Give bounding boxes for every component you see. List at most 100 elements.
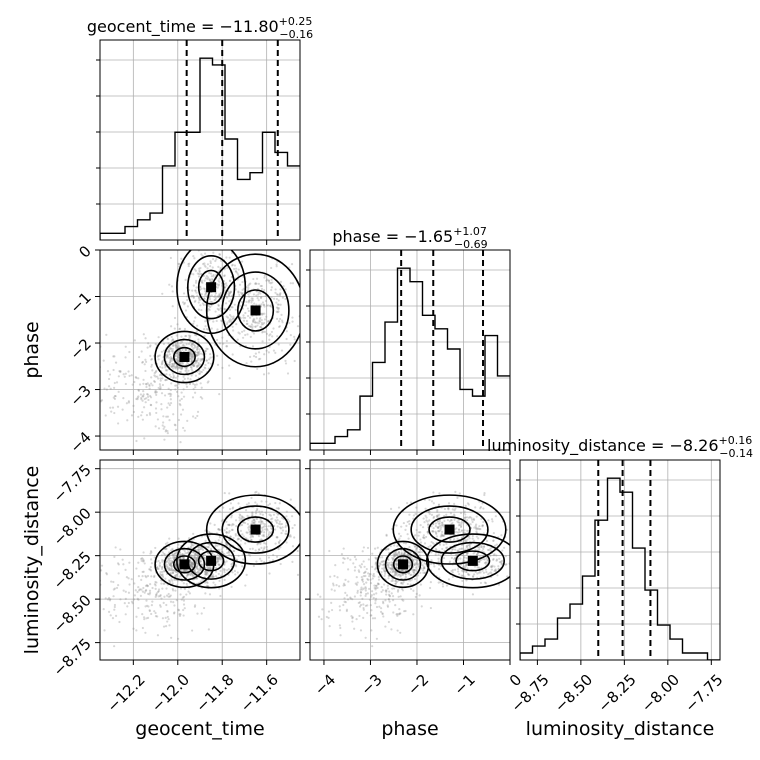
sample-point bbox=[493, 565, 496, 568]
sample-point bbox=[175, 551, 178, 554]
sample-point bbox=[161, 383, 165, 387]
sample-point bbox=[209, 522, 212, 525]
sample-point bbox=[192, 556, 195, 560]
sample-point bbox=[172, 365, 175, 368]
sample-point bbox=[399, 631, 402, 634]
sample-point bbox=[209, 245, 211, 247]
sample-point bbox=[110, 410, 113, 413]
sample-point bbox=[192, 363, 195, 366]
sample-point bbox=[276, 306, 279, 309]
sample-point bbox=[142, 382, 145, 385]
sample-point bbox=[168, 563, 171, 566]
sample-point bbox=[179, 370, 183, 374]
sample-point bbox=[450, 569, 453, 573]
sample-point bbox=[437, 557, 440, 560]
sample-point bbox=[175, 573, 179, 576]
sample-point bbox=[181, 596, 185, 599]
sample-point bbox=[396, 614, 399, 617]
sample-point bbox=[190, 368, 193, 371]
sample-point bbox=[342, 557, 345, 560]
sample-point bbox=[259, 316, 262, 320]
sample-point bbox=[442, 556, 446, 560]
sample-point bbox=[242, 314, 245, 317]
sample-point bbox=[475, 526, 478, 529]
sample-point bbox=[271, 559, 275, 562]
sample-point bbox=[195, 361, 198, 364]
sample-point bbox=[185, 574, 189, 577]
sample-point bbox=[206, 267, 209, 270]
sample-point bbox=[216, 328, 219, 331]
sample-point bbox=[190, 295, 193, 298]
sample-point bbox=[178, 370, 181, 374]
sample-point bbox=[176, 352, 179, 355]
sample-point bbox=[353, 627, 356, 630]
sample-point bbox=[423, 566, 426, 570]
sample-point bbox=[172, 344, 175, 347]
panel-frame bbox=[99, 39, 301, 241]
sample-point bbox=[277, 303, 280, 306]
sample-point bbox=[249, 316, 252, 319]
sample-point bbox=[463, 565, 466, 568]
sample-point bbox=[225, 295, 228, 298]
sample-point bbox=[284, 362, 288, 365]
sample-point bbox=[170, 335, 173, 339]
sample-point bbox=[223, 268, 226, 271]
sample-point bbox=[179, 342, 182, 345]
sample-point bbox=[150, 562, 154, 565]
sample-point bbox=[195, 567, 198, 570]
sample-point bbox=[197, 548, 200, 551]
sample-point bbox=[165, 378, 169, 381]
sample-point bbox=[256, 297, 259, 300]
sample-point bbox=[456, 496, 459, 500]
sample-point bbox=[252, 277, 255, 281]
sample-point bbox=[394, 571, 397, 574]
sample-point bbox=[267, 372, 270, 375]
sample-point bbox=[195, 330, 198, 333]
sample-point bbox=[200, 563, 204, 566]
sample-point bbox=[255, 317, 258, 320]
sample-point bbox=[476, 527, 480, 530]
sample-point bbox=[471, 520, 474, 524]
sample-point bbox=[475, 553, 479, 556]
sample-point bbox=[249, 325, 252, 328]
sample-point bbox=[404, 542, 407, 545]
sample-point bbox=[457, 570, 460, 573]
sample-point bbox=[117, 390, 120, 393]
sample-point bbox=[158, 383, 161, 386]
sample-point bbox=[237, 268, 240, 271]
sample-point bbox=[275, 265, 278, 268]
sample-point bbox=[483, 545, 486, 548]
sample-point bbox=[124, 568, 127, 572]
sample-point bbox=[481, 502, 484, 505]
sample-point bbox=[190, 353, 194, 356]
sample-point bbox=[230, 315, 233, 318]
sample-point bbox=[168, 392, 172, 395]
sample-point bbox=[480, 545, 483, 548]
sample-point bbox=[176, 375, 180, 378]
sample-point bbox=[144, 358, 147, 361]
sample-point bbox=[127, 401, 131, 404]
sample-point bbox=[226, 544, 229, 547]
sample-point bbox=[157, 377, 160, 380]
sample-point bbox=[256, 542, 259, 545]
sample-point bbox=[414, 512, 417, 516]
sample-point bbox=[149, 404, 153, 407]
sample-point bbox=[428, 512, 431, 516]
sample-point bbox=[245, 537, 248, 540]
sample-point bbox=[114, 361, 118, 364]
sample-point bbox=[187, 334, 191, 337]
sample-point bbox=[124, 597, 127, 600]
tick-label-luminosity_distance: −8.25 bbox=[594, 671, 639, 716]
sample-point bbox=[130, 600, 134, 603]
sample-point bbox=[192, 382, 195, 385]
sample-point bbox=[263, 330, 267, 333]
sample-point bbox=[112, 368, 115, 372]
sample-point bbox=[381, 589, 384, 592]
sample-point bbox=[158, 561, 161, 565]
sample-point bbox=[463, 510, 466, 513]
sample-point bbox=[453, 538, 456, 541]
sample-point bbox=[437, 553, 440, 556]
sample-point bbox=[467, 572, 470, 575]
sample-point bbox=[464, 516, 467, 519]
sample-point bbox=[135, 615, 138, 618]
